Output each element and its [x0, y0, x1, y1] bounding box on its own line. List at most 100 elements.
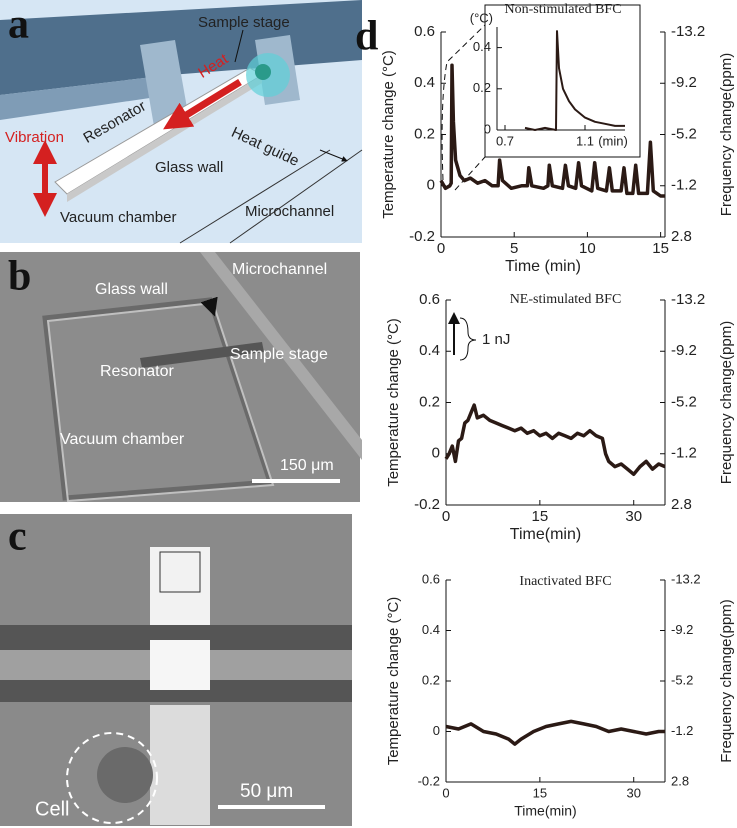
- y-axis-label: Temperature change (°C): [380, 50, 397, 219]
- label: Microchannel: [245, 203, 334, 220]
- y-tick-label: 0.4: [422, 622, 440, 637]
- y2-axis-label: Frequency change(ppm): [718, 53, 735, 216]
- y2-tick-label: 2.8: [671, 496, 692, 513]
- x-axis-label: Time (min): [505, 258, 581, 275]
- y2-tick-label: 2.8: [671, 773, 689, 788]
- x-tick-label: 1.1: [576, 133, 594, 148]
- wall-face: [0, 75, 170, 120]
- y2-tick-label: -5.2: [671, 393, 697, 410]
- y-tick-label: -0.2: [409, 228, 435, 245]
- panel-letter: a: [8, 2, 29, 48]
- x-tick-label: 10: [579, 240, 596, 257]
- y-tick-label: -0.2: [414, 496, 440, 513]
- label: Vacuum chamber: [60, 209, 176, 226]
- channel-edge: [229, 149, 363, 244]
- leader: [319, 149, 348, 162]
- wall-top: [0, 0, 362, 95]
- label: Resonator: [100, 363, 174, 380]
- y2-tick-label: -13.2: [671, 571, 701, 586]
- zoom-lines: [441, 24, 486, 191]
- leader: [234, 29, 244, 63]
- y2-tick-label: -1.2: [671, 445, 697, 462]
- data-line: [524, 30, 625, 131]
- x-tick-label: 15: [652, 240, 669, 257]
- y-tick-label: 0.4: [419, 342, 440, 359]
- y-tick-label: 0.2: [414, 125, 435, 142]
- y-tick-label: 0.4: [473, 39, 491, 54]
- panel-c: c Cell 50 μm: [0, 514, 352, 826]
- scale-text: 150 μm: [280, 457, 334, 474]
- label: Sample stage: [198, 14, 290, 31]
- sample: [255, 64, 271, 80]
- x-tick-label: 15: [532, 508, 549, 525]
- stage: [150, 547, 210, 625]
- y2-tick-label: -9.2: [671, 74, 697, 91]
- channel-edge: [179, 149, 331, 244]
- y-tick-label: 0.2: [473, 80, 491, 95]
- y2-tick-label: -9.2: [671, 622, 693, 637]
- cell-body: [97, 747, 153, 803]
- cell-circle: [66, 732, 158, 824]
- leader: [200, 296, 218, 317]
- panel-letter: b: [8, 254, 31, 300]
- y2-axis-label: Frequency change(ppm): [718, 599, 735, 762]
- brace: [459, 317, 477, 361]
- y-tick-label: 0: [432, 445, 440, 462]
- x-tick-label: 0: [437, 240, 445, 257]
- y2-tick-label: -9.2: [671, 342, 697, 359]
- x-axis-label: Time(min): [510, 526, 581, 543]
- panel-letter: c: [8, 514, 27, 560]
- y-tick-label: 0: [484, 121, 491, 136]
- y-tick-label: 0.4: [414, 74, 435, 91]
- x-tick-label: 30: [625, 508, 642, 525]
- label: Glass wall: [95, 281, 168, 298]
- resonator-bar: [140, 342, 264, 368]
- y2-tick-label: 2.8: [671, 228, 692, 245]
- y-tick-label: 0: [427, 177, 435, 194]
- y-tick-label: 0.2: [422, 672, 440, 687]
- x-tick-label: 0.7: [496, 133, 514, 148]
- label: Microchannel: [232, 261, 327, 278]
- x-tick-label: 30: [626, 785, 640, 800]
- heat-guide: [150, 640, 210, 690]
- y-tick-label: 0.6: [422, 571, 440, 586]
- y2-tick-label: -5.2: [671, 125, 697, 142]
- panel-letter: d: [355, 14, 378, 60]
- data-line: [445, 719, 665, 746]
- chart-title: Non-stimulated BFC: [504, 2, 621, 17]
- label: Glass wall: [155, 159, 223, 176]
- panel-b: b Microchannel Glass wall Sample stage R…: [0, 252, 362, 503]
- microchannel: [200, 252, 362, 460]
- scale-text: 50 μm: [240, 781, 293, 802]
- x-tick-label: 15: [533, 785, 547, 800]
- chart-title: NE-stimulated BFC: [510, 292, 622, 307]
- y2-axis-label: Frequency change(ppm): [718, 321, 735, 484]
- x-axis-label: Time(min): [514, 803, 576, 819]
- y-tick-label: 0: [433, 723, 440, 738]
- label: Vibration: [5, 129, 64, 146]
- y-tick-label: -0.2: [418, 773, 440, 788]
- label: Sample stage: [230, 346, 328, 363]
- label: Cell: [35, 798, 69, 820]
- heat-arrow: [163, 79, 242, 130]
- inset-frame: [484, 4, 641, 158]
- y-tick-label: 0.6: [419, 291, 440, 308]
- y2-tick-label: -13.2: [671, 291, 705, 308]
- y-axis-label: Temperature change (°C): [385, 318, 402, 487]
- channel-band: [0, 680, 352, 702]
- y-tick-label: 0.2: [419, 393, 440, 410]
- y-tick-label: 0.6: [414, 23, 435, 40]
- chart-title: Inactivated BFC: [519, 574, 611, 589]
- y2-tick-label: -13.2: [671, 23, 705, 40]
- stage-pad: [159, 551, 201, 593]
- x-axis-label: (min): [598, 133, 628, 148]
- y-axis-label: (°C): [470, 10, 493, 25]
- resonator-side: [67, 75, 262, 202]
- data-line: [444, 403, 666, 477]
- x-tick-label: 0: [442, 508, 450, 525]
- x-tick-label: 0: [442, 785, 449, 800]
- y2-tick-label: -1.2: [671, 723, 693, 738]
